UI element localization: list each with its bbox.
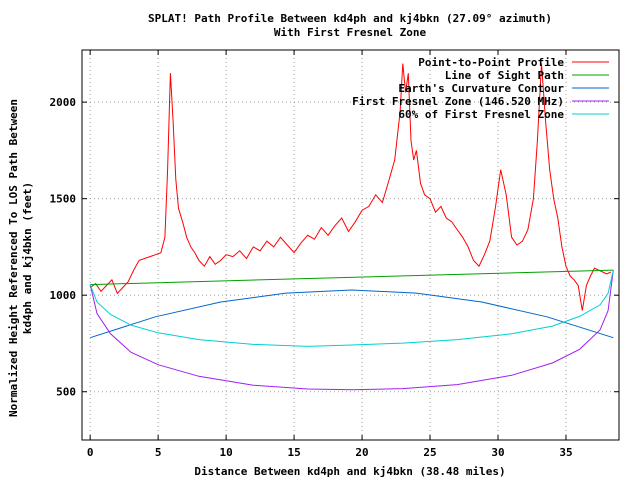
plot-border xyxy=(81,49,620,441)
x-tick-label: 25 xyxy=(423,446,436,459)
grid xyxy=(82,50,619,440)
legend-label-3: Earth's Curvature Contour xyxy=(398,82,564,95)
legend-label-1: Point-to-Point Profile xyxy=(418,56,564,69)
ticks: 0 5 10 15 20 25 30 35 500 1000 1500 2000 xyxy=(50,50,619,459)
x-tick-label: 30 xyxy=(491,446,504,459)
legend-label-5: 60% of First Fresnel Zone xyxy=(398,108,564,121)
series-layer xyxy=(89,63,614,391)
x-tick-label: 15 xyxy=(287,446,300,459)
y-tick-label: 1000 xyxy=(50,289,77,302)
legend-label-2: Line of Sight Path xyxy=(445,69,564,82)
chart-subtitle: With First Fresnel Zone xyxy=(274,26,427,39)
x-tick-label: 0 xyxy=(87,446,94,459)
x-axis-label: Distance Between kd4ph and kj4bkn (38.48… xyxy=(194,465,505,478)
x-tick-label: 35 xyxy=(559,446,572,459)
y-tick-label: 1500 xyxy=(50,193,77,206)
x-tick-label: 20 xyxy=(355,446,368,459)
series-line-3 xyxy=(90,289,614,339)
series-line-4 xyxy=(89,270,614,391)
y-axis-label-line1: Normalized Height Referenced To LOS Path… xyxy=(7,99,20,417)
x-tick-label: 5 xyxy=(155,446,162,459)
legend-label-4: First Fresnel Zone (146.520 MHz) xyxy=(352,95,564,108)
y-axis-label-line2: kd4ph and kj4bkn (feet) xyxy=(21,182,34,334)
chart-title: SPLAT! Path Profile Between kd4ph and kj… xyxy=(148,12,552,25)
y-tick-label: 2000 xyxy=(50,96,77,109)
series-line-5 xyxy=(89,269,614,347)
series-line-1 xyxy=(89,63,612,311)
series-line-2 xyxy=(90,269,614,286)
x-tick-label: 10 xyxy=(219,446,232,459)
y-tick-label: 500 xyxy=(56,386,76,399)
